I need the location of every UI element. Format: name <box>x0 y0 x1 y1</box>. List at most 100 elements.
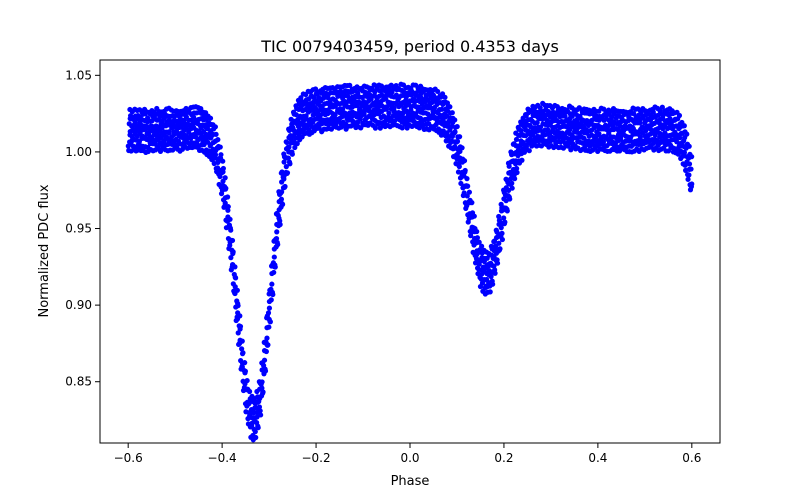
data-point <box>217 144 223 150</box>
data-point <box>487 289 493 295</box>
data-point <box>527 136 533 142</box>
data-point <box>283 164 289 170</box>
data-point <box>340 106 346 112</box>
data-point <box>271 246 277 252</box>
data-point <box>175 138 182 144</box>
data-point <box>222 200 228 206</box>
data-point <box>308 116 314 122</box>
data-point <box>261 339 267 345</box>
data-point <box>525 128 531 134</box>
data-point <box>218 152 224 158</box>
data-point <box>151 109 157 115</box>
data-point <box>496 221 502 227</box>
data-point <box>355 90 361 96</box>
data-point <box>454 123 460 130</box>
data-point <box>493 243 499 249</box>
data-point <box>274 229 280 235</box>
data-point <box>243 409 249 415</box>
data-point <box>145 144 151 151</box>
data-point <box>298 95 304 101</box>
data-point <box>471 213 477 219</box>
data-point <box>503 176 509 182</box>
x-tick-label: −0.6 <box>114 451 143 465</box>
data-point <box>360 120 366 127</box>
data-point <box>464 176 470 182</box>
data-point <box>465 183 471 189</box>
data-point <box>303 113 309 119</box>
data-point <box>213 131 219 137</box>
data-point <box>237 323 244 330</box>
data-point <box>332 97 338 104</box>
data-point <box>223 185 229 191</box>
data-point <box>513 130 519 136</box>
data-point <box>286 159 293 165</box>
data-point <box>488 243 494 249</box>
data-point <box>215 137 221 143</box>
data-point <box>271 254 277 260</box>
data-point <box>520 146 526 152</box>
data-point <box>686 161 693 167</box>
data-point <box>464 193 470 199</box>
data-point <box>564 107 570 113</box>
data-point <box>458 180 464 187</box>
data-point <box>269 281 275 287</box>
data-point <box>452 117 458 123</box>
data-point <box>261 348 268 354</box>
data-point <box>278 170 284 176</box>
data-point <box>289 121 295 127</box>
data-point <box>508 149 514 155</box>
y-axis-label: Normalized PDC flux <box>37 184 52 317</box>
x-tick-label: 0.2 <box>494 451 513 465</box>
data-point <box>266 305 273 311</box>
data-point <box>145 115 151 121</box>
data-point <box>466 189 472 195</box>
x-tick-label: 0.0 <box>400 451 419 465</box>
data-point <box>246 388 253 395</box>
data-point <box>266 291 272 297</box>
data-point <box>452 129 458 135</box>
data-point <box>501 187 507 193</box>
data-point <box>522 111 529 118</box>
data-point <box>474 235 481 241</box>
data-point <box>395 85 402 92</box>
data-point <box>283 139 289 145</box>
data-point <box>264 325 270 331</box>
data-point <box>534 120 540 126</box>
data-point <box>491 239 497 245</box>
data-point <box>457 134 463 140</box>
data-point <box>449 110 455 116</box>
data-point <box>505 160 512 166</box>
y-tick-label: 0.90 <box>65 298 92 312</box>
data-point <box>364 90 371 97</box>
data-point <box>306 127 312 133</box>
data-point <box>311 94 317 101</box>
data-point <box>399 125 405 131</box>
data-point <box>220 165 226 172</box>
data-point <box>225 194 231 200</box>
y-tick-label: 1.00 <box>65 145 92 159</box>
x-axis-ticks: −0.6 −0.4 −0.2 0.0 0.2 0.4 0.6 <box>114 443 701 465</box>
data-point <box>235 303 241 309</box>
data-point <box>367 120 373 126</box>
data-point <box>233 275 239 281</box>
data-point <box>228 255 234 261</box>
data-point <box>611 119 617 125</box>
data-point <box>228 227 234 233</box>
data-point <box>483 276 490 283</box>
data-point <box>474 228 480 235</box>
data-point <box>469 200 475 206</box>
data-point <box>518 119 524 125</box>
data-point <box>629 124 636 130</box>
data-point <box>681 149 688 156</box>
data-point <box>251 426 257 433</box>
data-point <box>545 126 551 133</box>
data-point <box>513 136 520 143</box>
data-point <box>435 88 441 95</box>
data-point <box>276 199 282 205</box>
data-point <box>259 360 265 366</box>
data-point <box>343 121 349 127</box>
data-point <box>486 251 492 257</box>
data-point <box>510 141 516 147</box>
